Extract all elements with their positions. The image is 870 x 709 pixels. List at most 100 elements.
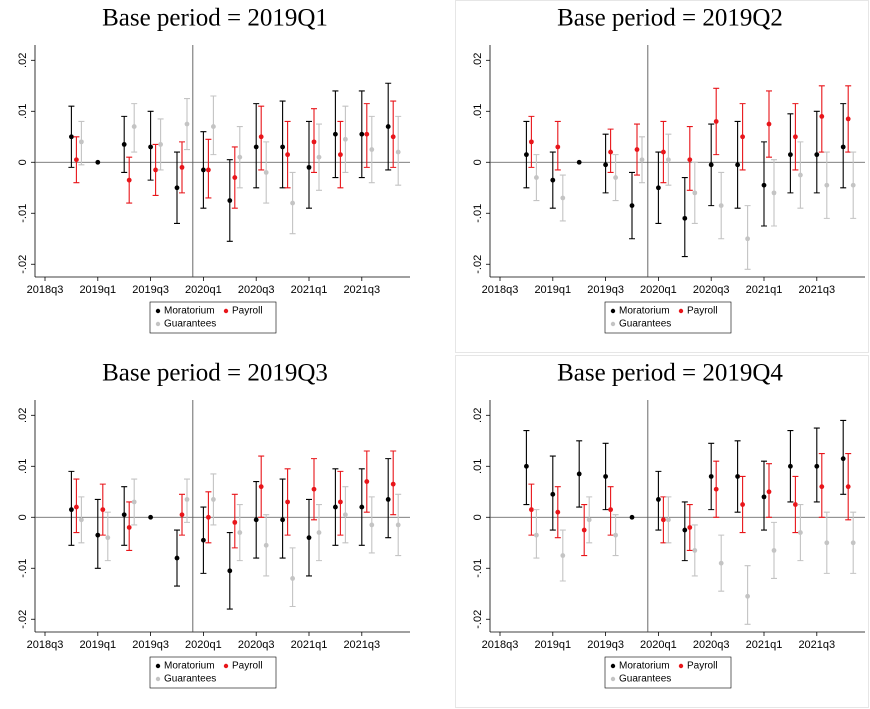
legend-marker — [155, 676, 161, 682]
point — [745, 236, 750, 242]
point — [692, 548, 698, 553]
y-tick-label: -.02 — [17, 255, 29, 274]
point — [687, 157, 693, 163]
x-tick-label: 2019q3 — [587, 639, 624, 651]
y-tick-label: .01 — [17, 104, 29, 119]
panel: Base period = 2019Q2 -.02 -.01 0 .01 .02 2018q… — [455, 0, 869, 353]
point — [285, 152, 290, 158]
point — [798, 172, 803, 178]
point — [359, 504, 365, 510]
legend-marker — [155, 308, 161, 314]
point — [766, 121, 772, 127]
point — [290, 576, 295, 581]
x-tick-label: 2021q1 — [291, 284, 328, 296]
point — [184, 497, 190, 502]
point — [740, 134, 745, 140]
y-tick-label: -.01 — [472, 559, 484, 578]
y-tick-label: -.01 — [17, 204, 29, 223]
legend-label: Guarantees — [619, 319, 671, 330]
legend-marker — [155, 663, 161, 669]
panel: Base period = 2019Q3 -.02 -.01 0 .01 .02 2018q… — [17, 360, 410, 689]
y-tick-label: 0 — [17, 159, 29, 165]
point — [179, 512, 185, 518]
x-tick-label: 2021q1 — [291, 639, 328, 651]
point — [708, 474, 714, 479]
panel-frame — [455, 355, 869, 708]
point — [359, 131, 365, 137]
point — [761, 494, 767, 500]
point — [687, 525, 693, 530]
point — [735, 474, 740, 479]
legend-box — [149, 301, 277, 334]
point — [824, 182, 830, 188]
point — [824, 540, 830, 546]
y-tick-label: -.01 — [17, 559, 29, 578]
x-tick-label: 2020q3 — [238, 639, 275, 651]
point — [608, 149, 613, 155]
point — [793, 502, 798, 507]
point — [280, 144, 285, 150]
point — [740, 502, 745, 507]
y-tick-label: 0 — [17, 514, 29, 520]
point — [211, 497, 216, 502]
point — [69, 134, 74, 140]
legend-label: Payroll — [232, 306, 263, 317]
point — [131, 499, 137, 505]
point — [581, 527, 587, 533]
point — [735, 162, 740, 168]
legend-label: Guarantees — [164, 674, 216, 685]
point — [316, 530, 322, 535]
point — [206, 167, 211, 173]
point — [656, 185, 661, 191]
point — [788, 152, 793, 158]
x-tick-label: 2021q3 — [343, 639, 380, 651]
y-tick-label: 0 — [472, 514, 484, 520]
point — [364, 479, 370, 484]
point — [634, 147, 640, 152]
point — [285, 499, 290, 505]
point — [692, 190, 698, 196]
point — [560, 553, 566, 558]
point — [153, 167, 159, 173]
legend-marker — [678, 308, 684, 314]
y-tick-label: .01 — [472, 104, 484, 119]
legend-label: Moratorium — [619, 306, 670, 317]
legend-label: Moratorium — [164, 661, 215, 672]
point — [603, 162, 608, 168]
point — [311, 139, 317, 145]
point — [713, 119, 719, 124]
point — [253, 144, 259, 150]
x-tick-label: 2019q3 — [132, 639, 169, 651]
point — [74, 504, 79, 510]
chart-title: Base period = 2019Q4 — [557, 360, 783, 387]
point — [338, 152, 343, 158]
point — [661, 517, 666, 523]
point — [74, 157, 79, 163]
point — [771, 548, 777, 553]
legend-label: Guarantees — [164, 319, 216, 330]
point — [316, 154, 322, 160]
point — [819, 113, 825, 119]
point — [369, 147, 375, 152]
x-tick-label: 2020q3 — [238, 284, 275, 296]
point — [718, 203, 724, 209]
point — [333, 504, 338, 510]
legend-marker — [223, 663, 229, 669]
point — [343, 136, 348, 142]
y-tick-label: .02 — [472, 408, 484, 423]
point — [333, 131, 338, 137]
point — [788, 463, 793, 469]
legend-box — [604, 301, 732, 334]
point — [814, 152, 820, 158]
x-tick-label: 2019q1 — [79, 639, 116, 651]
point — [258, 484, 264, 490]
error-bar — [390, 100, 397, 168]
y-tick-label: -.02 — [17, 610, 29, 629]
x-tick-label: 2019q3 — [132, 284, 169, 296]
x-tick-label: 2020q3 — [693, 284, 730, 296]
point — [174, 555, 180, 561]
point — [586, 517, 592, 523]
x-tick-label: 2019q1 — [534, 639, 571, 651]
point — [845, 484, 851, 490]
